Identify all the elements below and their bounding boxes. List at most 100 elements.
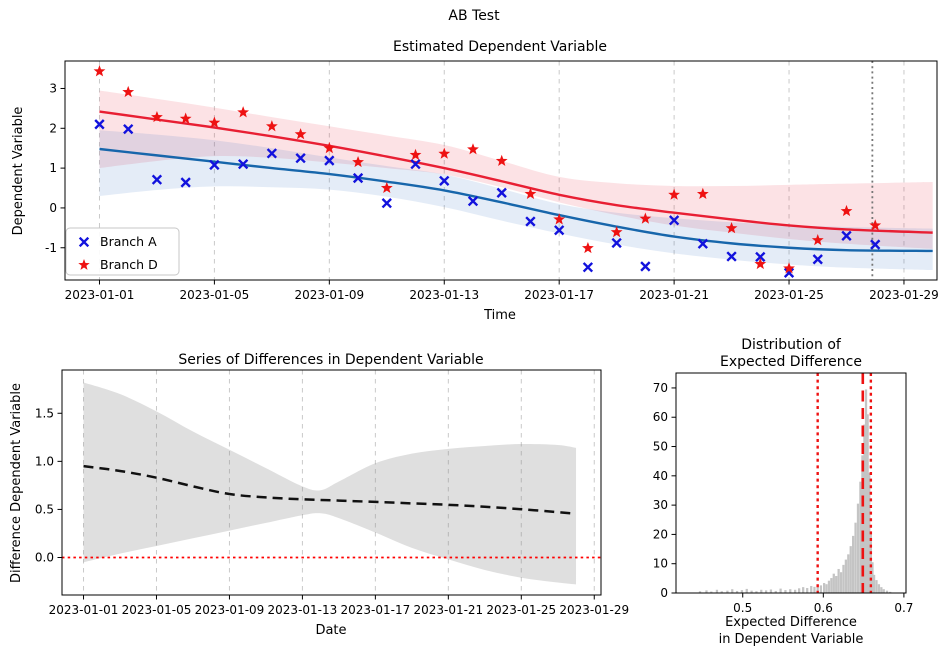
x-tick-label: 2023-01-13 bbox=[409, 288, 479, 302]
histogram-bar bbox=[837, 568, 840, 593]
branch-d-point bbox=[811, 233, 824, 246]
histogram-bar bbox=[844, 559, 848, 593]
branch-d-point bbox=[409, 148, 422, 160]
x-tick-label: 0.5 bbox=[733, 601, 752, 615]
histogram-bar bbox=[816, 584, 819, 593]
branch-a-point bbox=[123, 123, 134, 135]
histogram-bar bbox=[793, 589, 797, 593]
x-tick-label: 2023-01-25 bbox=[754, 288, 824, 302]
histogram-bar bbox=[830, 578, 833, 593]
histogram-bar bbox=[798, 588, 801, 593]
x-tick-label: 2023-01-05 bbox=[122, 603, 192, 617]
x-tick-label: 2023-01-17 bbox=[340, 603, 410, 617]
histogram-bar bbox=[819, 585, 823, 593]
x-tick-label: 2023-01-21 bbox=[639, 288, 709, 302]
difference-confidence-band bbox=[83, 382, 577, 585]
branch-d-trend-line bbox=[99, 110, 933, 234]
differences-chart: 2023-01-01 2023-01-05 2023-01-09 2023-01-13… bbox=[35, 369, 629, 617]
histogram-bar bbox=[784, 590, 787, 593]
histogram-bar bbox=[856, 503, 860, 593]
histogram-bar bbox=[825, 584, 828, 593]
y-tick-label: 0 bbox=[660, 586, 668, 600]
differences-chart-ylabel: Difference Dependent Variable bbox=[9, 383, 24, 583]
branch-d-point bbox=[524, 187, 537, 200]
branch-a-confidence-band bbox=[99, 130, 933, 271]
branch-a-point bbox=[812, 254, 823, 265]
x-tick-label: 2023-01-29 bbox=[559, 603, 629, 617]
branch-d-point bbox=[696, 187, 709, 200]
histogram-bar bbox=[726, 590, 729, 593]
branch-a-point bbox=[467, 196, 479, 207]
estimated-chart-xlabel: Time bbox=[483, 308, 516, 323]
y-tick-label: 0.5 bbox=[35, 502, 54, 516]
x-tick-label: 2023-01-01 bbox=[49, 603, 119, 617]
histogram-bar bbox=[872, 574, 876, 593]
axes-spines bbox=[675, 372, 907, 594]
histogram-bar bbox=[760, 589, 763, 593]
difference-line bbox=[83, 464, 577, 515]
estimated-chart: 2023-01-01 2023-01-05 2023-01-09 2023-01-13… bbox=[45, 60, 939, 302]
histogram-bar bbox=[849, 546, 852, 593]
x-tick-label: 2023-01-25 bbox=[486, 603, 556, 617]
x-tick-label: 2023-01-21 bbox=[413, 603, 483, 617]
y-tick-label: 70 bbox=[653, 381, 668, 395]
distribution-chart: 0.5 0.6 0.7 0 10 20 30 40 50 60 70 bbox=[653, 372, 913, 615]
histogram-bar bbox=[861, 455, 864, 593]
y-tick-label: 60 bbox=[653, 410, 668, 424]
branch-a-point bbox=[151, 174, 163, 185]
branch-a-point bbox=[496, 187, 507, 198]
y-tick-label: 0.0 bbox=[35, 551, 54, 565]
distribution-chart-title-line1: Distribution of bbox=[741, 337, 842, 353]
histogram-bar bbox=[877, 584, 881, 593]
histogram-bar bbox=[779, 588, 782, 593]
y-tick-label: 2 bbox=[49, 121, 57, 135]
branch-d-point bbox=[208, 116, 221, 128]
branch-a-trend-line bbox=[99, 147, 933, 253]
x-tick-label: 2023-01-09 bbox=[195, 603, 265, 617]
branch-a-point bbox=[525, 216, 536, 227]
branch-a-point bbox=[94, 119, 105, 130]
branch-a-point bbox=[266, 148, 278, 159]
branch-a-point bbox=[697, 238, 708, 249]
histogram-bar bbox=[698, 591, 702, 593]
histogram-bar bbox=[854, 522, 857, 593]
branch-d-point bbox=[725, 222, 738, 234]
histogram-bar bbox=[827, 580, 831, 593]
histogram-bar bbox=[802, 587, 805, 593]
branch-a-point bbox=[870, 239, 881, 250]
legend: Branch A Branch D bbox=[65, 227, 180, 276]
y-tick-label: 3 bbox=[49, 81, 57, 95]
x-tick-label: 0.7 bbox=[894, 601, 913, 615]
branch-d-point bbox=[265, 120, 278, 132]
branch-a-x-marker bbox=[78, 236, 90, 248]
branch-d-point bbox=[179, 112, 192, 124]
histogram-bar bbox=[868, 472, 871, 593]
histogram-bar bbox=[822, 583, 826, 593]
branch-d-point bbox=[783, 262, 795, 274]
histogram-bar bbox=[755, 591, 758, 593]
distribution-chart-title-line2: Expected Difference bbox=[720, 354, 862, 370]
histogram-bar bbox=[806, 588, 809, 593]
histogram-bar bbox=[832, 573, 835, 593]
branch-d-point bbox=[582, 241, 594, 254]
y-tick-label: 10 bbox=[653, 557, 668, 571]
branch-d-point bbox=[93, 65, 106, 77]
branch-a-point bbox=[410, 158, 421, 170]
histogram-bar bbox=[764, 590, 768, 593]
branch-a-point bbox=[611, 237, 622, 249]
differences-chart-xlabel: Date bbox=[315, 623, 346, 638]
x-tick-label: 0.6 bbox=[814, 601, 833, 615]
histogram-bar bbox=[852, 535, 855, 593]
branch-d-confidence-band bbox=[99, 90, 933, 249]
legend-label-branch-d: Branch D bbox=[100, 257, 158, 272]
branch-d-star-marker bbox=[78, 259, 90, 270]
branch-d-point bbox=[294, 128, 307, 140]
histogram-bar bbox=[880, 587, 883, 593]
differences-chart-title: Series of Differences in Dependent Varia… bbox=[178, 352, 483, 368]
histogram-bar bbox=[864, 389, 868, 593]
histogram-bar bbox=[720, 591, 723, 593]
histogram-bar bbox=[847, 554, 850, 593]
y-tick-label: 40 bbox=[653, 469, 668, 483]
branch-a-point bbox=[783, 267, 795, 278]
